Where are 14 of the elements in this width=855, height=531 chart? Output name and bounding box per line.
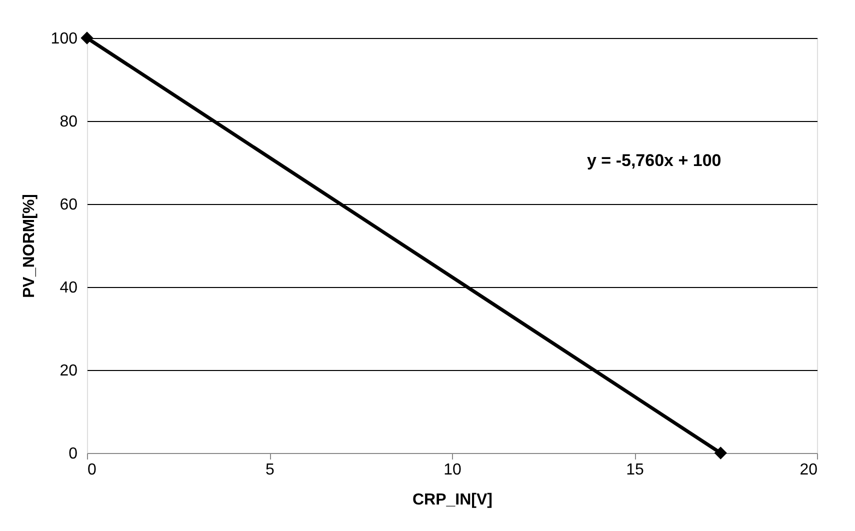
y-axis-title: PV_NORM[%] [20, 194, 38, 298]
annotation: y = -5,760x + 100 [587, 151, 722, 170]
x-tick-label: 20 [800, 462, 818, 478]
x-axis-title: CRP_IN[V] [412, 492, 493, 508]
y-tick-label: 0 [68, 446, 78, 462]
y-tick-label: 40 [60, 280, 78, 296]
x-tick-label: 15 [626, 462, 644, 478]
x-tick-label: 0 [88, 462, 96, 478]
y-tick-label: 20 [60, 362, 78, 380]
x-tick-label: 10 [444, 462, 462, 478]
x-tick-label: 5 [266, 462, 275, 478]
y-tick-label: 60 [60, 196, 78, 214]
y-tick-label: 100 [50, 30, 78, 48]
y-tick-label: 80 [60, 114, 78, 130]
